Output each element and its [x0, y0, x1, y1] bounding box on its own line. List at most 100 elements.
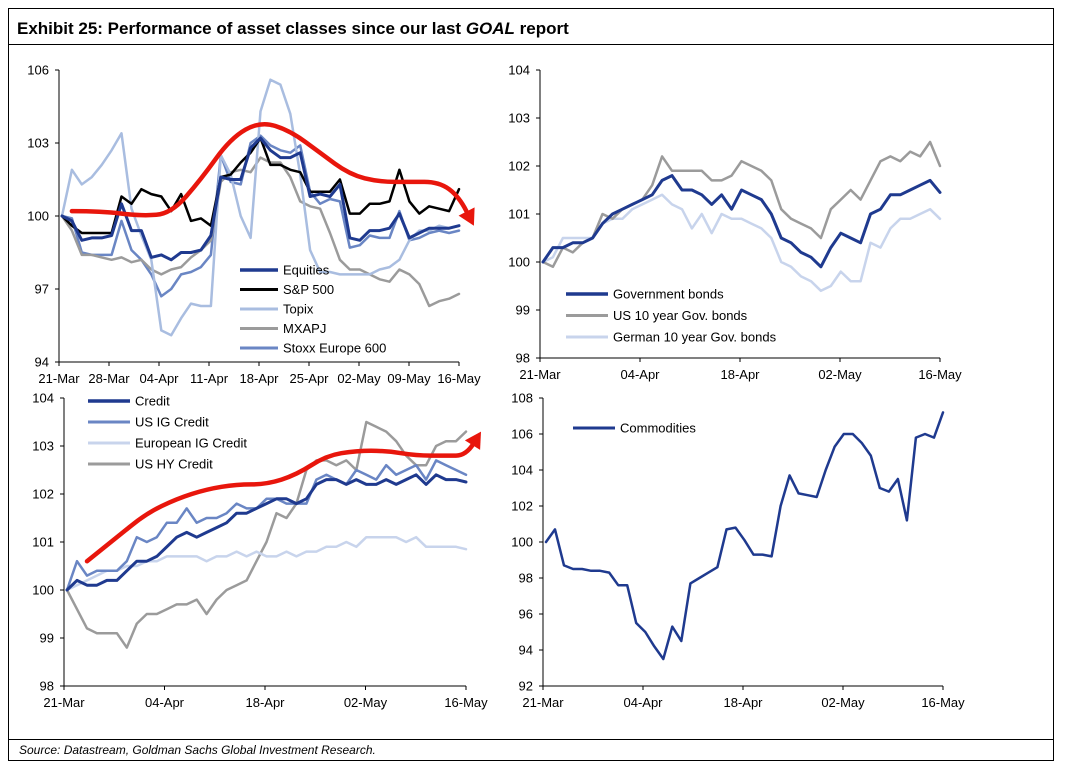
trend-arrowhead — [458, 207, 475, 226]
series-line-us-hy-credit — [65, 420, 468, 649]
series-line-german-10-year-gov-bonds — [541, 193, 942, 293]
x-tick-label: 25-Apr — [289, 371, 329, 386]
x-tick-label: 21-Mar — [522, 695, 564, 710]
legend-label: S&P 500 — [283, 282, 334, 297]
x-tick-label: 11-Apr — [190, 371, 229, 386]
y-tick-label: 98 — [519, 571, 533, 586]
legend-label: US IG Credit — [135, 415, 209, 430]
legend-label: Equities — [283, 263, 330, 278]
y-tick-label: 99 — [40, 631, 54, 646]
y-tick-label: 102 — [508, 159, 530, 174]
series-line-credit — [65, 473, 468, 592]
legend-label: US HY Credit — [135, 457, 213, 472]
y-tick-label: 103 — [508, 111, 530, 126]
x-tick-label: 21-Mar — [43, 695, 85, 710]
y-tick-label: 101 — [508, 207, 530, 222]
x-tick-label: 02-May — [818, 367, 862, 382]
x-tick-label: 18-Apr — [239, 371, 279, 386]
legend-label: Commodities — [620, 421, 696, 436]
chart-commodities: 92 94 96 98 100 102 104 106 108 21-Mar 04-Apr 18-Ap… — [511, 391, 965, 711]
y-tick-label: 100 — [27, 209, 49, 224]
y-tick-label: 100 — [511, 535, 533, 550]
x-tick-label: 18-Apr — [723, 695, 763, 710]
trend-arrowhead — [464, 431, 481, 450]
y-tick-label: 99 — [516, 303, 530, 318]
source-divider — [9, 739, 1053, 740]
x-tick-label: 04-Apr — [620, 367, 660, 382]
legend-label: European IG Credit — [135, 436, 247, 451]
y-tick-label: 92 — [519, 679, 533, 694]
y-tick-label: 97 — [35, 282, 49, 297]
legend-label: US 10 year Gov. bonds — [613, 308, 748, 323]
y-tick-label: 104 — [508, 63, 530, 78]
chart-credit: 98 99 100 101 102 103 104 21-Mar 04-Apr 18-Apr 02-… — [32, 391, 488, 711]
x-tick-label: 16-May — [444, 695, 488, 710]
legend: Equities S&P 500 Topix MXAPJ Stoxx Europe 60… — [240, 263, 386, 356]
y-tick-label: 101 — [32, 535, 54, 550]
y-tick-label: 98 — [40, 679, 54, 694]
y-tick-label: 100 — [508, 255, 530, 270]
y-tick-label: 104 — [511, 463, 533, 478]
y-tick-label: 104 — [32, 391, 54, 406]
chart-equities: 94 97 100 103 106 21-Mar 28-Mar 04-Apr 11-Apr 18-… — [27, 63, 481, 387]
series-group — [60, 78, 461, 337]
x-tick-label: 04-Apr — [145, 695, 185, 710]
legend: Government bonds US 10 year Gov. bonds Ger… — [566, 287, 777, 345]
exhibit-title-prefix: Exhibit 25: Performance of asset classes… — [17, 19, 466, 38]
exhibit-title-suffix: report — [514, 19, 569, 38]
x-tick-label: 18-Apr — [720, 367, 760, 382]
series-line-stoxx-europe-600 — [60, 134, 461, 298]
y-tick-label: 103 — [32, 439, 54, 454]
x-tick-label: 18-Apr — [245, 695, 285, 710]
x-tick-label: 21-Mar — [519, 367, 561, 382]
x-tick-label: 02-May — [337, 371, 381, 386]
exhibit-title: Exhibit 25: Performance of asset classes… — [17, 19, 569, 39]
legend-label: Government bonds — [613, 287, 724, 302]
y-tick-label: 98 — [516, 351, 530, 366]
x-tick-label: 09-May — [387, 371, 431, 386]
y-tick-label: 96 — [519, 607, 533, 622]
series-group — [65, 420, 468, 649]
series-line-equities — [60, 136, 461, 262]
legend-label: Topix — [283, 302, 314, 317]
y-tick-label: 108 — [511, 391, 533, 406]
trend-arrow — [84, 441, 476, 564]
y-tick-label: 103 — [27, 136, 49, 151]
series-group — [541, 140, 942, 293]
series-line-topix — [60, 78, 461, 337]
legend-label: MXAPJ — [283, 321, 326, 336]
series-line-commodities — [544, 411, 945, 661]
x-tick-label: 02-May — [344, 695, 388, 710]
y-tick-label: 94 — [35, 355, 49, 370]
x-tick-label: 04-Apr — [623, 695, 663, 710]
legend-label: German 10 year Gov. bonds — [613, 330, 777, 345]
x-tick-label: 16-May — [918, 367, 962, 382]
series-line-mxapj — [60, 156, 461, 308]
x-tick-label: 16-May — [921, 695, 965, 710]
x-tick-label: 02-May — [821, 695, 865, 710]
chart-bonds: 98 99 100 101 102 103 104 21-Mar 04-Apr 18-Apr 02-… — [508, 63, 962, 383]
series-line-s-p-500 — [60, 136, 461, 235]
x-tick-label: 04-Apr — [139, 371, 179, 386]
x-tick-label: 16-May — [437, 371, 481, 386]
y-tick-label: 94 — [519, 643, 533, 658]
series-line-european-ig-credit — [65, 535, 468, 592]
trend-arrow — [69, 121, 469, 218]
series-line-government-bonds — [541, 174, 942, 269]
legend: Commodities — [573, 421, 696, 436]
exhibit-title-emphasis: GOAL — [465, 19, 515, 38]
title-bar: Exhibit 25: Performance of asset classes… — [9, 9, 1053, 45]
source-note: Source: Datastream, Goldman Sachs Global… — [19, 743, 376, 757]
legend: Credit US IG Credit European IG Credit US H… — [88, 394, 247, 472]
y-tick-label: 100 — [32, 583, 54, 598]
legend-label: Credit — [135, 394, 170, 409]
exhibit-frame: Exhibit 25: Performance of asset classes… — [8, 8, 1054, 761]
legend-label: Stoxx Europe 600 — [283, 341, 386, 356]
series-line-us-ig-credit — [65, 459, 468, 592]
y-tick-label: 106 — [511, 427, 533, 442]
y-tick-label: 102 — [511, 499, 533, 514]
x-tick-label: 28-Mar — [88, 371, 130, 386]
y-tick-label: 102 — [32, 487, 54, 502]
x-tick-label: 21-Mar — [38, 371, 80, 386]
